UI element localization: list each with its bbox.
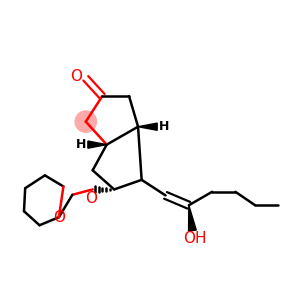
Polygon shape (138, 123, 157, 130)
Polygon shape (189, 205, 196, 231)
Text: H: H (158, 120, 169, 133)
Text: H: H (76, 138, 86, 151)
Polygon shape (88, 141, 107, 148)
Text: O: O (70, 69, 82, 84)
Circle shape (74, 110, 97, 133)
Text: O: O (53, 210, 65, 225)
Text: O: O (85, 191, 97, 206)
Text: OH: OH (183, 232, 206, 247)
